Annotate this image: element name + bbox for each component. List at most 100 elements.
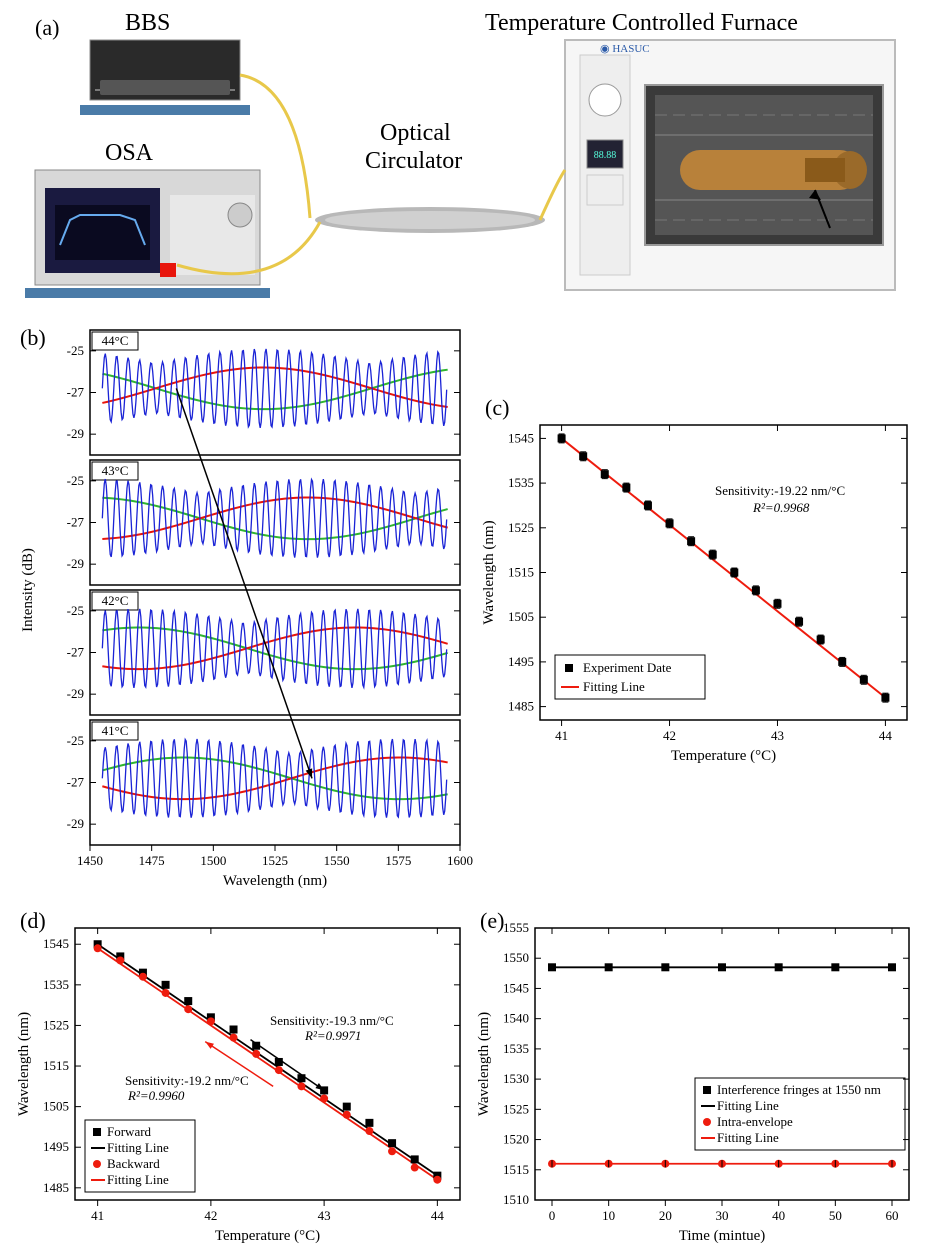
svg-text:1515: 1515 — [43, 1058, 69, 1073]
svg-text:Sensitivity:-19.3 nm/°C: Sensitivity:-19.3 nm/°C — [270, 1013, 394, 1028]
svg-text:Experiment Date: Experiment Date — [583, 660, 672, 675]
panel-e: (e) 010203040506015101515152015251530153… — [470, 910, 919, 1250]
svg-text:1550: 1550 — [324, 853, 350, 868]
panel-d: (d) 41 42 43 44 1485 1495 1505 1515 1525 1535 1545… — [10, 910, 470, 1250]
svg-text:44: 44 — [431, 1208, 445, 1223]
svg-text:1510: 1510 — [503, 1192, 529, 1207]
svg-text:Forward: Forward — [107, 1124, 152, 1139]
svg-text:1495: 1495 — [508, 654, 534, 669]
svg-text:Wavelength (nm): Wavelength (nm) — [16, 1012, 32, 1116]
svg-text:Fitting Line: Fitting Line — [717, 1098, 779, 1113]
panel-c-label: (c) — [485, 395, 509, 421]
svg-text:42°C: 42°C — [102, 593, 129, 608]
svg-text:1600: 1600 — [447, 853, 473, 868]
svg-text:Wavelength (nm): Wavelength (nm) — [481, 520, 497, 624]
svg-text:20: 20 — [659, 1208, 672, 1223]
svg-text:1535: 1535 — [508, 475, 534, 490]
svg-text:1500: 1500 — [200, 853, 226, 868]
svg-text:Interference fringes at 1550 n: Interference fringes at 1550 nm — [717, 1082, 881, 1097]
svg-text:-25: -25 — [67, 603, 84, 618]
svg-text:1540: 1540 — [503, 1011, 529, 1026]
svg-text:41: 41 — [555, 728, 568, 743]
svg-text:-27: -27 — [67, 515, 85, 530]
svg-text:1525: 1525 — [503, 1101, 529, 1116]
panel-b-chart: -25-27-2944°C-25-27-2943°C-25-27-2942°C-… — [10, 315, 480, 910]
svg-text:1555: 1555 — [503, 920, 529, 935]
svg-text:Sensitivity:-19.22 nm/°C: Sensitivity:-19.22 nm/°C — [715, 483, 845, 498]
svg-text:-25: -25 — [67, 473, 84, 488]
svg-text:1475: 1475 — [139, 853, 165, 868]
svg-text:-27: -27 — [67, 775, 85, 790]
svg-text:1530: 1530 — [503, 1071, 529, 1086]
svg-text:◉ HASUC: ◉ HASUC — [600, 43, 650, 55]
svg-text:Temperature (°C): Temperature (°C) — [671, 748, 776, 764]
svg-text:Fitting Line: Fitting Line — [107, 1172, 169, 1187]
svg-text:1520: 1520 — [503, 1132, 529, 1147]
svg-text:44: 44 — [879, 728, 893, 743]
svg-text:60: 60 — [886, 1208, 899, 1223]
svg-text:Fitting Line: Fitting Line — [583, 679, 645, 694]
svg-text:1515: 1515 — [508, 565, 534, 580]
svg-text:42: 42 — [663, 728, 676, 743]
svg-text:Wavelength (nm): Wavelength (nm) — [476, 1012, 492, 1116]
svg-text:Backward: Backward — [107, 1156, 160, 1171]
panel-c-chart: 41 42 43 44 1485 1495 1505 1515 1525 1535 1545 Temp… — [475, 400, 917, 770]
svg-text:R²=0.9971: R²=0.9971 — [304, 1028, 361, 1043]
svg-text:1545: 1545 — [503, 980, 529, 995]
svg-text:42: 42 — [204, 1208, 217, 1223]
svg-text:-29: -29 — [67, 816, 84, 831]
svg-text:1515: 1515 — [503, 1162, 529, 1177]
panel-c: (c) 414243441485149515051515152515351545… — [475, 400, 917, 770]
svg-text:1525: 1525 — [262, 853, 288, 868]
svg-text:Fitting Line: Fitting Line — [717, 1130, 779, 1145]
panel-a: (a) BBS OSA Optical Circulator Temperatu… — [10, 10, 919, 310]
svg-text:1525: 1525 — [43, 1017, 69, 1032]
svg-text:Wavelength (nm): Wavelength (nm) — [223, 873, 327, 889]
panel-b: (b) -25-27-2944°C-25-27-2943°C-25-27-294… — [10, 315, 480, 910]
svg-text:1495: 1495 — [43, 1139, 69, 1154]
svg-text:1545: 1545 — [508, 430, 534, 445]
svg-text:1450: 1450 — [77, 853, 103, 868]
svg-text:1550: 1550 — [503, 950, 529, 965]
svg-text:Time (mintue): Time (mintue) — [679, 1228, 766, 1244]
svg-text:41: 41 — [91, 1208, 104, 1223]
svg-text:50: 50 — [829, 1208, 842, 1223]
svg-text:1505: 1505 — [43, 1099, 69, 1114]
svg-text:1505: 1505 — [508, 609, 534, 624]
svg-text:-29: -29 — [67, 426, 84, 441]
svg-text:1545: 1545 — [43, 936, 69, 951]
svg-text:Intra-envelope: Intra-envelope — [717, 1114, 793, 1129]
svg-text:88.88: 88.88 — [594, 150, 617, 161]
panel-d-chart: 41 42 43 44 1485 1495 1505 1515 1525 1535 1545 Temp… — [10, 910, 470, 1250]
svg-text:1485: 1485 — [43, 1180, 69, 1195]
svg-text:1525: 1525 — [508, 520, 534, 535]
svg-text:Fitting Line: Fitting Line — [107, 1140, 169, 1155]
svg-text:-29: -29 — [67, 686, 84, 701]
svg-text:-27: -27 — [67, 385, 85, 400]
svg-text:-25: -25 — [67, 343, 84, 358]
svg-text:40: 40 — [772, 1208, 785, 1223]
svg-text:1535: 1535 — [503, 1041, 529, 1056]
panel-e-chart: 0 10 20 30 40 50 60 1510 1515 1520 1525 1530 1535 154… — [470, 910, 919, 1250]
panel-b-label: (b) — [20, 325, 46, 351]
svg-text:41°C: 41°C — [102, 723, 129, 738]
svg-text:Intensity (dB): Intensity (dB) — [20, 548, 36, 632]
svg-text:1535: 1535 — [43, 977, 69, 992]
svg-text:43°C: 43°C — [102, 463, 129, 478]
svg-text:30: 30 — [716, 1208, 729, 1223]
svg-text:-29: -29 — [67, 556, 84, 571]
svg-text:43: 43 — [771, 728, 784, 743]
svg-text:1485: 1485 — [508, 699, 534, 714]
svg-text:0: 0 — [549, 1208, 556, 1223]
panel-a-diagram: 88.88 ◉ HASUC — [10, 10, 919, 310]
panel-d-label: (d) — [20, 908, 46, 934]
svg-text:10: 10 — [602, 1208, 615, 1223]
svg-text:Sensitivity:-19.2 nm/°C: Sensitivity:-19.2 nm/°C — [125, 1073, 249, 1088]
svg-text:1575: 1575 — [385, 853, 411, 868]
svg-text:R²=0.9960: R²=0.9960 — [127, 1088, 185, 1103]
svg-text:-25: -25 — [67, 733, 84, 748]
svg-text:Temperature (°C): Temperature (°C) — [215, 1228, 320, 1244]
svg-text:43: 43 — [318, 1208, 331, 1223]
svg-text:-27: -27 — [67, 645, 85, 660]
svg-text:R²=0.9968: R²=0.9968 — [752, 500, 810, 515]
